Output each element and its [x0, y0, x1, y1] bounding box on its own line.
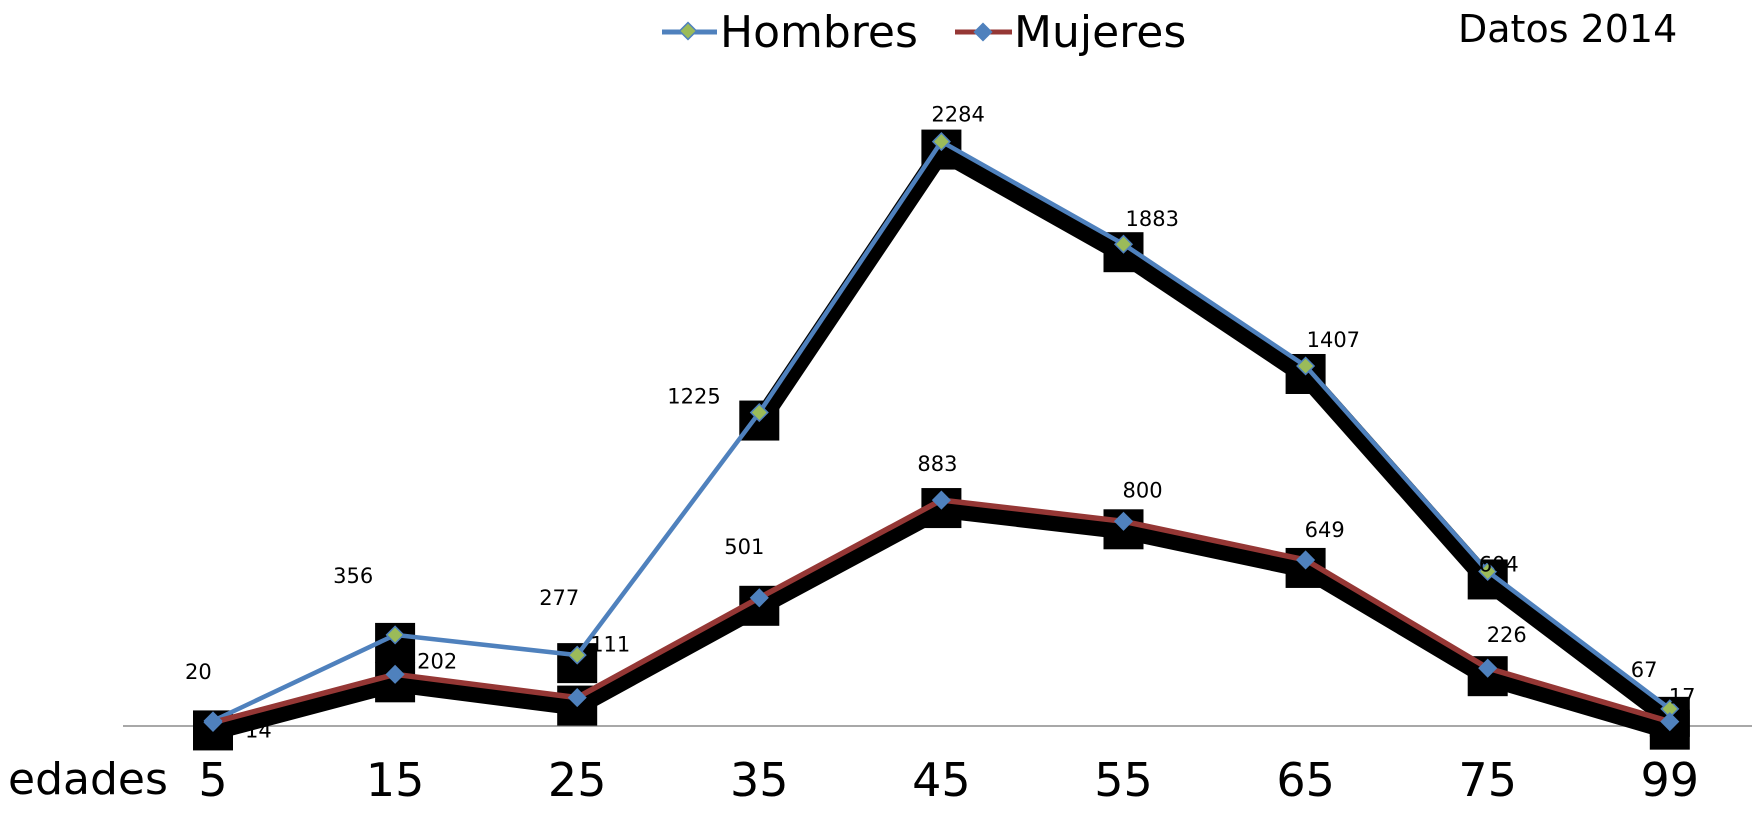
x-tick-label-65: 65: [1276, 753, 1335, 807]
data-label-hombres-45: 2284: [931, 103, 984, 127]
data-label-hombres-15: 356: [333, 564, 373, 588]
data-label-mujeres-15: 202: [417, 649, 457, 673]
x-tick-label-45: 45: [912, 753, 971, 807]
data-label-hombres-65: 1407: [1307, 328, 1360, 352]
data-label-hombres-35: 1225: [667, 385, 720, 409]
data-label-hombres-25: 277: [539, 586, 579, 610]
legend-label-mujeres: Mujeres: [1014, 7, 1186, 58]
data-label-mujeres-25: 111: [590, 633, 630, 657]
chart-note: Datos 2014: [1458, 7, 1677, 51]
legend: Hombres Mujeres: [662, 7, 1186, 58]
data-label-hombres-99: 67: [1631, 658, 1658, 682]
legend-marker-hombres: [680, 23, 697, 40]
legend-item-mujeres: Mujeres: [955, 7, 1186, 58]
x-tick-label-35: 35: [730, 753, 789, 807]
x-tick-label-75: 75: [1458, 753, 1517, 807]
x-axis-title: edades: [8, 754, 168, 805]
data-label-mujeres-65: 649: [1305, 518, 1345, 542]
shadow-line-hombres: [759, 152, 1670, 719]
data-label-mujeres-55: 800: [1123, 478, 1163, 502]
data-label-mujeres-5: 14: [245, 718, 272, 742]
data-label-mujeres-99: 17: [1669, 685, 1696, 709]
x-tick-label-55: 55: [1094, 753, 1153, 807]
x-axis-ticks: 5 15 25 35 45 55 65 75 99: [198, 753, 1699, 807]
legend-marker-mujeres: [975, 24, 992, 41]
series-markers: [205, 133, 1679, 731]
x-tick-label-99: 99: [1641, 753, 1700, 807]
x-tick-label-5: 5: [198, 753, 227, 807]
legend-label-hombres: Hombres: [720, 7, 918, 58]
data-label-hombres-75: 604: [1479, 552, 1519, 576]
legend-item-hombres: Hombres: [662, 7, 918, 58]
data-label-mujeres-45: 883: [917, 452, 957, 476]
series-line-hombres: [213, 142, 1670, 721]
data-label-mujeres-75: 226: [1487, 623, 1527, 647]
x-tick-label-25: 25: [548, 753, 607, 807]
x-tick-label-15: 15: [366, 753, 425, 807]
data-label-hombres-5: 20: [185, 660, 212, 684]
data-label-hombres-55: 1883: [1126, 207, 1179, 231]
series-lines: [213, 142, 1670, 723]
data-label-mujeres-35: 501: [724, 535, 764, 559]
